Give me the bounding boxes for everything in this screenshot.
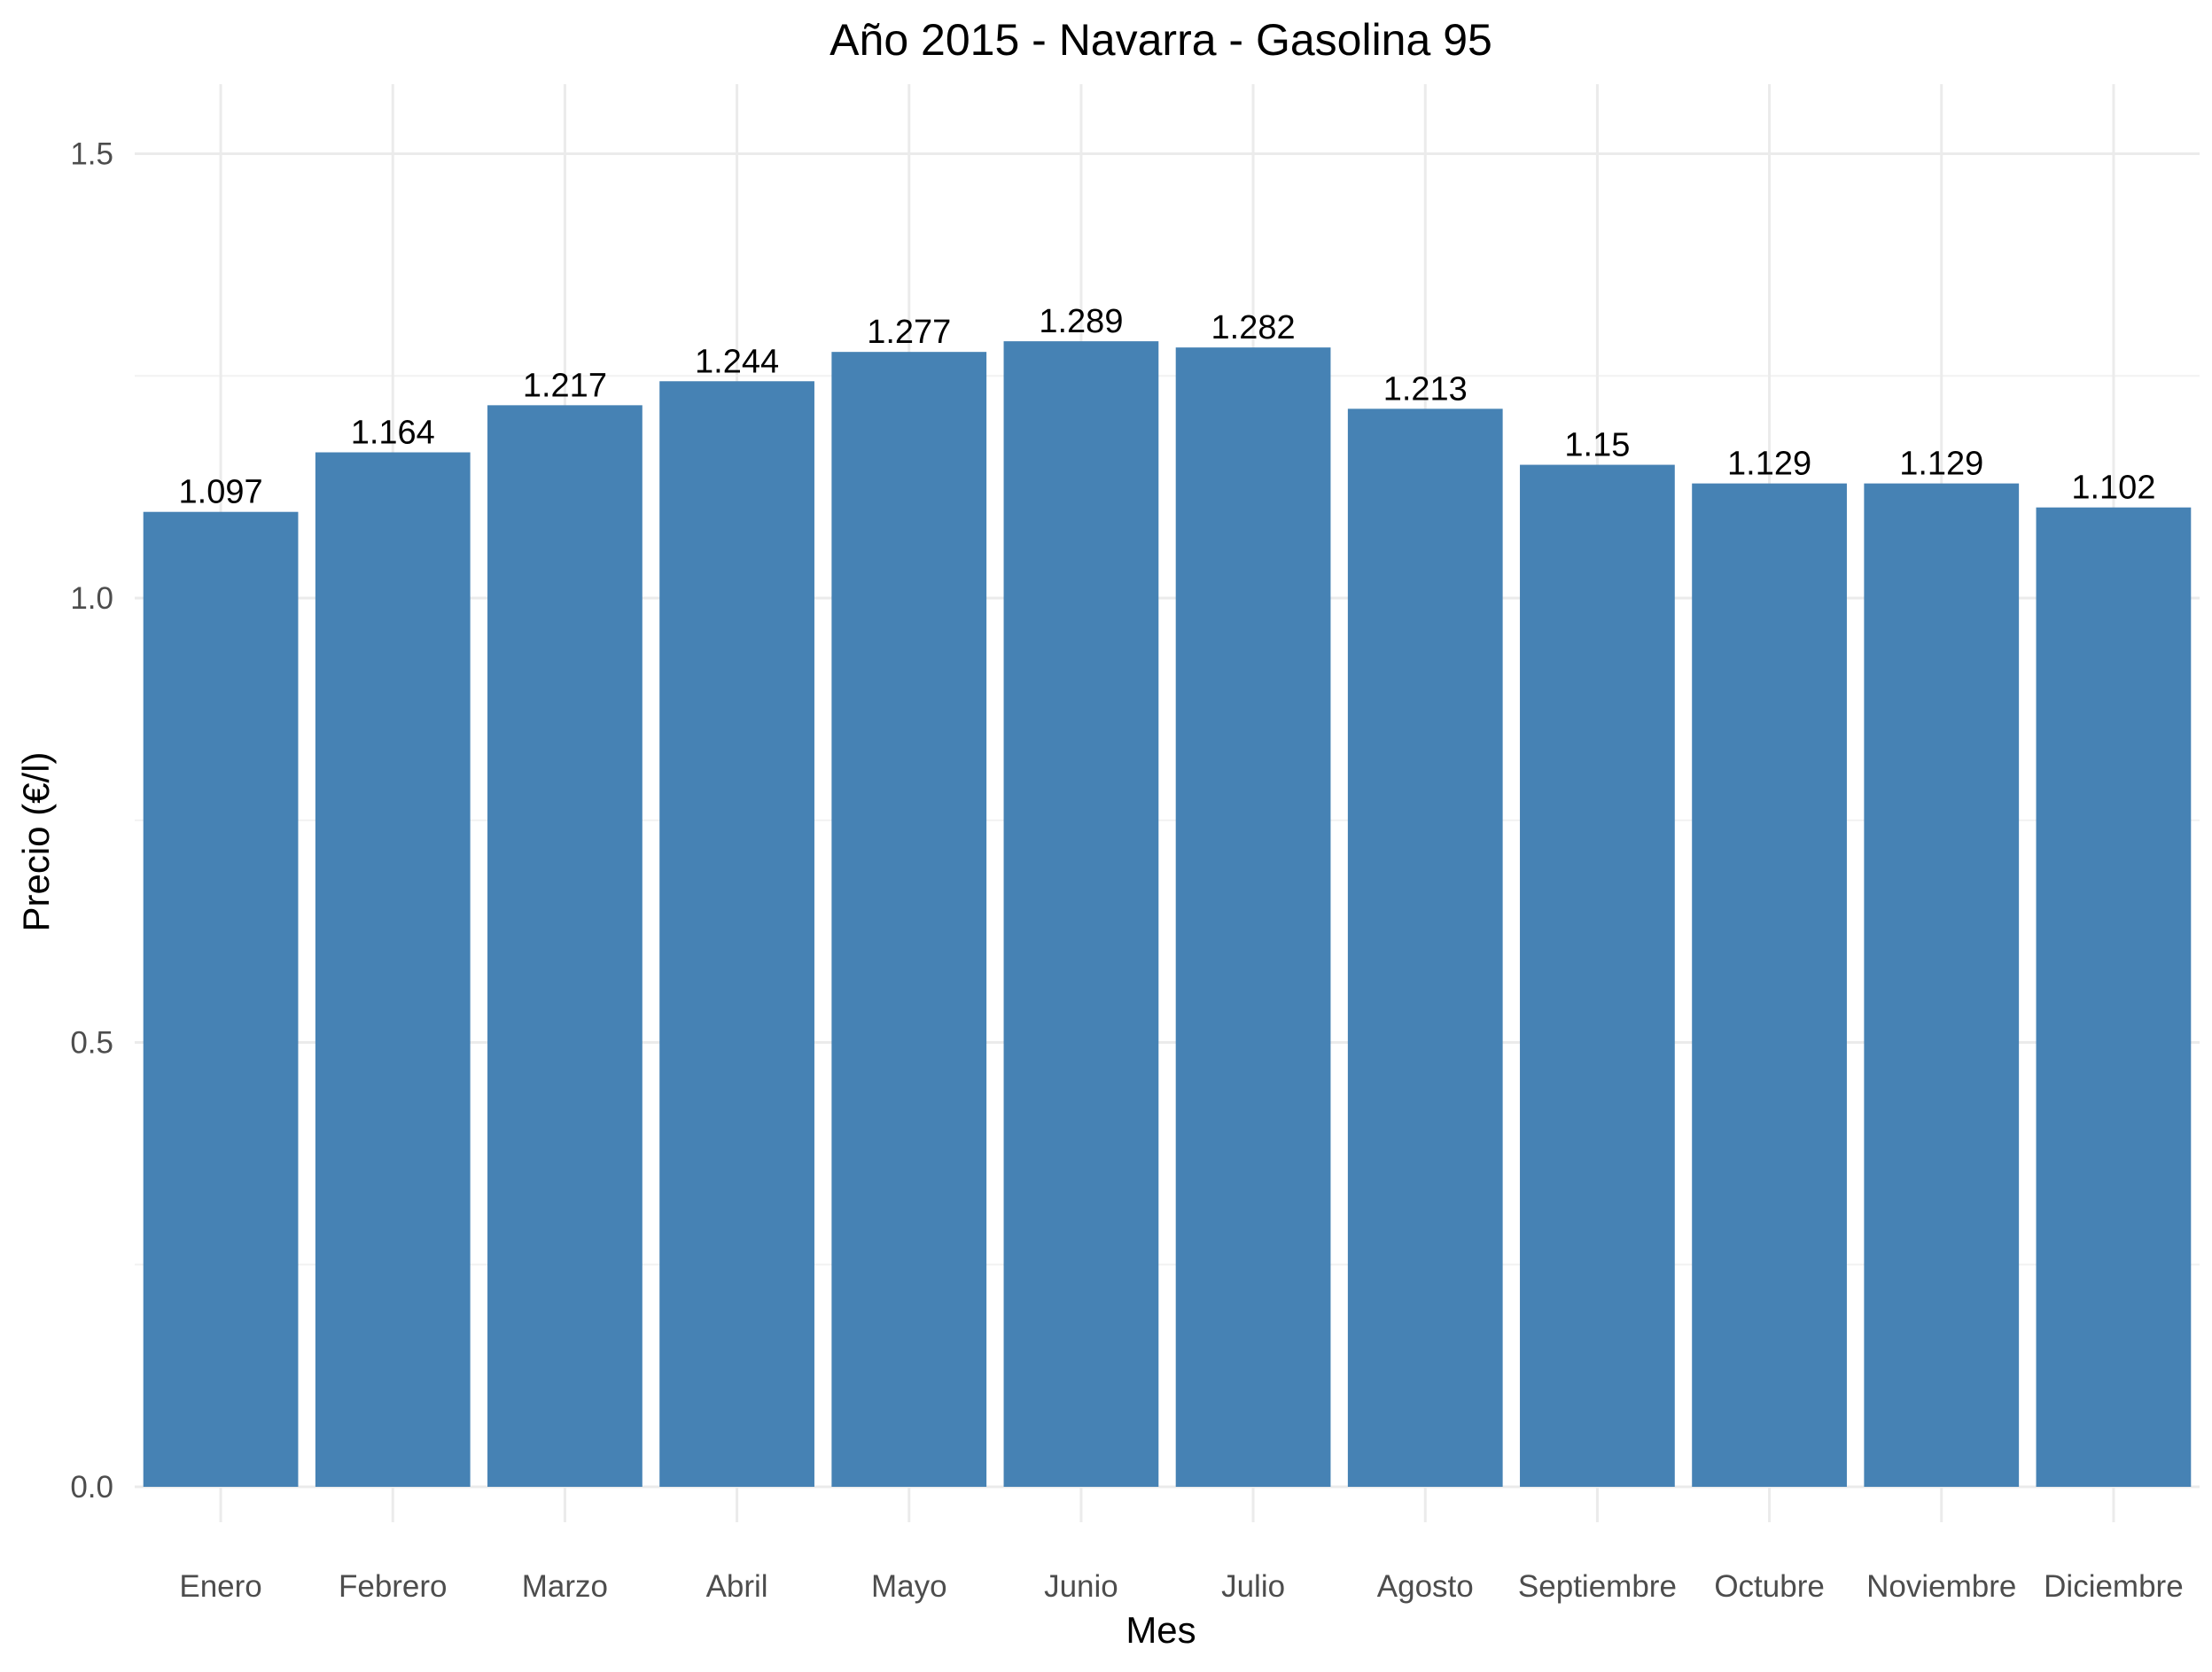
data-label: 1.277 xyxy=(867,314,951,351)
x-tick-label: Octubre xyxy=(1714,1569,1825,1604)
bars-group xyxy=(143,341,2192,1488)
bar-enero xyxy=(143,511,299,1487)
bar-mayo xyxy=(831,352,987,1488)
bar-julio xyxy=(1175,347,1331,1487)
x-axis-title: Mes xyxy=(1125,1609,1196,1651)
y-tick-label: 0.0 xyxy=(70,1470,113,1505)
data-label: 1.102 xyxy=(2071,470,2155,507)
x-tick-label: Abril xyxy=(706,1569,768,1604)
data-label: 1.289 xyxy=(1039,303,1123,340)
data-label: 1.129 xyxy=(1899,446,1983,483)
x-tick-label: Julio xyxy=(1221,1569,1285,1604)
data-label: 1.15 xyxy=(1564,427,1630,464)
x-axis-ticks: Enero Febrero Marzo Abril Mayo Junio Julio Agos… xyxy=(179,1569,2183,1604)
y-axis-ticks: 0.0 0.5 1.0 1.5 xyxy=(70,137,113,1505)
x-tick-label: Marzo xyxy=(522,1569,608,1604)
bar-abril xyxy=(659,381,814,1487)
bar-septiembre xyxy=(1520,464,1675,1487)
y-tick-label: 1.5 xyxy=(70,137,113,172)
data-label: 1.282 xyxy=(1211,309,1296,346)
x-tick-label: Agosto xyxy=(1377,1569,1474,1604)
y-axis-title: Precio (€/l) xyxy=(15,751,57,931)
data-labels-group: 1.097 1.164 1.217 1.244 1.277 1.289 1.282 1.213… xyxy=(179,303,2156,511)
bar-noviembre xyxy=(1864,483,2020,1487)
bar-marzo xyxy=(487,405,643,1487)
x-tick-label: Mayo xyxy=(871,1569,947,1604)
data-label: 1.217 xyxy=(523,367,607,404)
bar-febrero xyxy=(315,452,471,1487)
y-tick-label: 1.0 xyxy=(70,581,113,616)
bar-octubre xyxy=(1692,483,1847,1487)
data-label: 1.164 xyxy=(351,415,435,452)
x-tick-label: Diciembre xyxy=(2044,1569,2184,1604)
x-tick-label: Febrero xyxy=(339,1569,448,1604)
data-label: 1.213 xyxy=(1383,370,1468,408)
data-label: 1.129 xyxy=(1727,446,1811,483)
x-tick-label: Septiembre xyxy=(1518,1569,1677,1604)
bar-diciembre xyxy=(2036,507,2192,1487)
bar-junio xyxy=(1003,341,1159,1487)
bar-agosto xyxy=(1347,408,1503,1488)
data-label: 1.244 xyxy=(695,343,779,380)
x-tick-label: Enero xyxy=(179,1569,261,1604)
data-label: 1.097 xyxy=(179,474,263,511)
x-tick-label: Noviembre xyxy=(1866,1569,2016,1604)
y-tick-label: 0.5 xyxy=(70,1026,113,1061)
chart-title: Año 2015 - Navarra - Gasolina 95 xyxy=(830,15,1492,65)
x-tick-label: Junio xyxy=(1044,1569,1118,1604)
